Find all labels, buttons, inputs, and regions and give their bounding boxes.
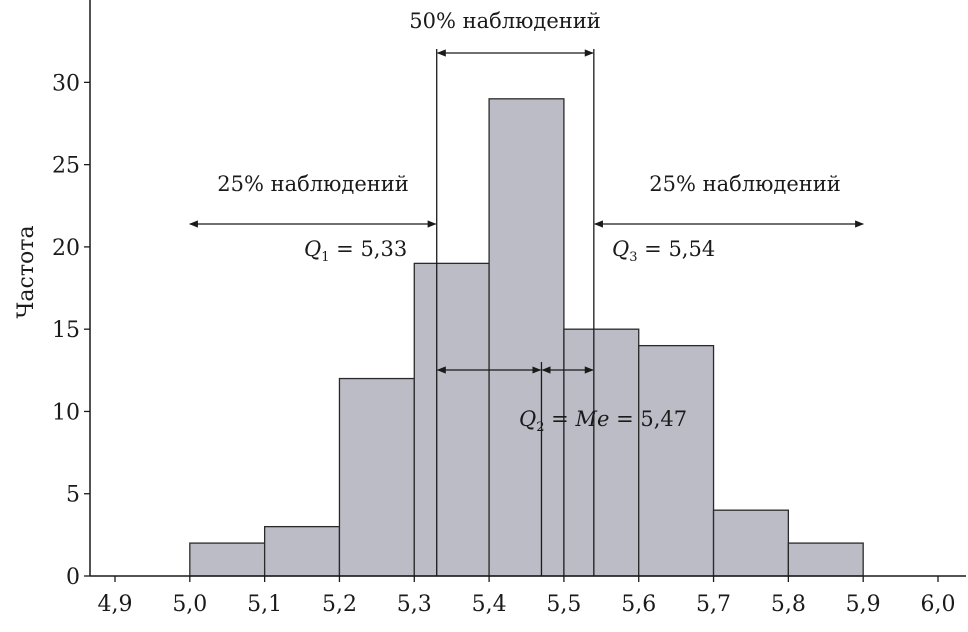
x-tick-label-0: 4,9 (98, 592, 133, 617)
y-axis-label: Частота (14, 225, 39, 318)
bar-4 (488, 98, 565, 577)
q2-label: Q2 = Me = 5,47 (519, 407, 687, 435)
axes-group: 4,9 5,0 5,1 5,2 5,3 5,4 5,5 5,6 5,7 5,8 5,9 6,0 0 5 10… (52, 0, 966, 617)
annotation-middle: 50% наблюдений (409, 9, 600, 33)
bar-0 (189, 542, 266, 577)
bar-7 (712, 509, 790, 577)
x-tick-label-10: 5,9 (846, 592, 881, 617)
x-tick-label-3: 5,2 (322, 592, 357, 617)
bar-2 (338, 377, 415, 577)
x-tick-label-11: 6,0 (921, 592, 956, 617)
bars-group (189, 98, 864, 577)
bar-3 (413, 262, 490, 577)
x-tick-label-6: 5,5 (546, 592, 581, 617)
y-tick-label-2: 10 (52, 400, 80, 425)
x-tick-label-8: 5,7 (696, 592, 731, 617)
x-tick-label-1: 5,0 (172, 592, 207, 617)
y-tick-label-0: 0 (66, 565, 80, 590)
bar-1 (263, 525, 341, 577)
y-tick-label-1: 5 (66, 483, 80, 508)
annotation-left: 25% наблюдений (217, 172, 408, 196)
x-tick-label-9: 5,8 (771, 592, 806, 617)
q1-label: Q1 = 5,33 (304, 237, 407, 265)
bar-5 (563, 328, 640, 577)
y-tick-label-3: 15 (52, 318, 80, 343)
q3-label: Q3 = 5,54 (612, 237, 715, 265)
annotation-right: 25% наблюдений (649, 172, 840, 196)
y-tick-label-6: 30 (52, 71, 80, 96)
y-tick-label-5: 25 (52, 154, 80, 179)
bar-6 (638, 344, 715, 577)
x-tick-label-7: 5,6 (621, 592, 656, 617)
quartile-lines (188, 49, 865, 576)
x-tick-label-2: 5,1 (247, 592, 282, 617)
y-tick-label-4: 20 (52, 236, 80, 261)
x-tick-label-5: 5,4 (472, 592, 507, 617)
x-tick-label-4: 5,3 (397, 592, 432, 617)
bar-8 (787, 542, 864, 577)
